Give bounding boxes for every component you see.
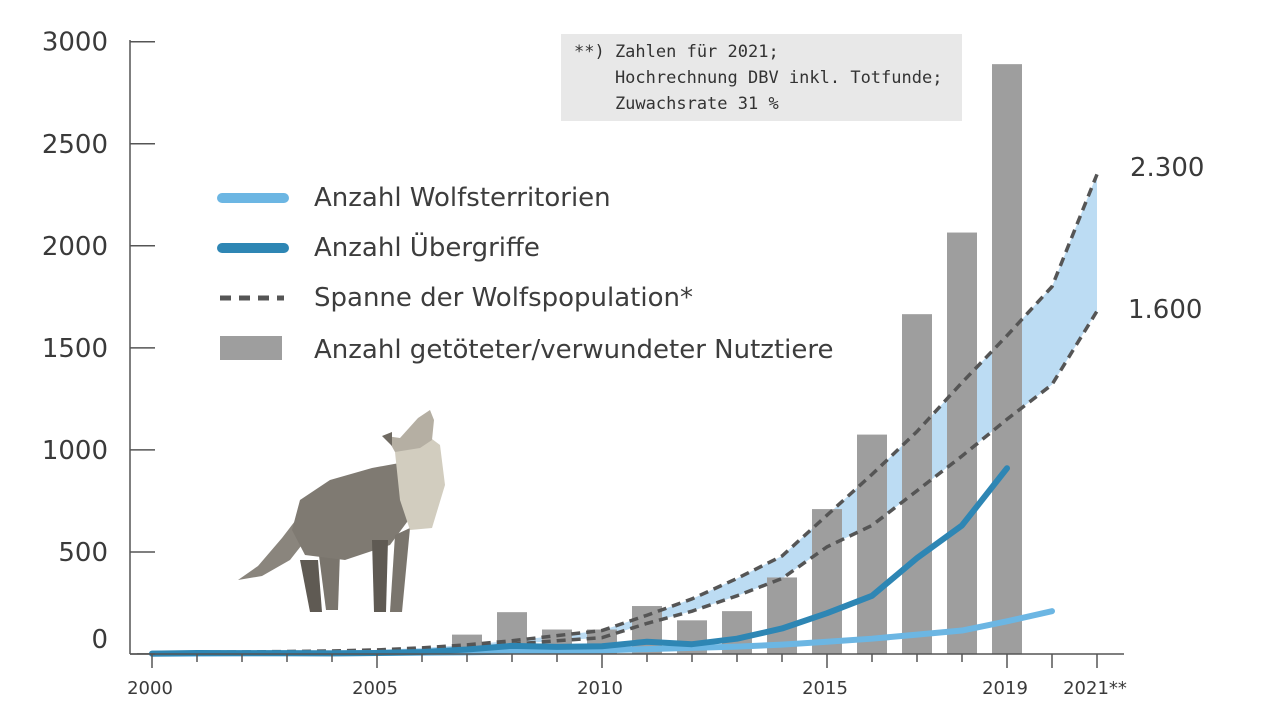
legend-swatch-livestock [220, 336, 282, 360]
wolf-front-leg-back [372, 540, 388, 612]
legend: Anzahl Wolfsterritorien Anzahl Übergriff… [217, 183, 833, 365]
x-ticks: 2000 2005 2010 2015 2019 2021** [127, 654, 1127, 699]
y-tick-label-1500: 1500 [42, 334, 108, 364]
wolf-body [292, 462, 410, 560]
note-line-3: Zuwachsrate 31 % [574, 94, 779, 114]
legend-label-population: Spanne der Wolfspopulation* [314, 283, 693, 313]
note-background [561, 34, 962, 121]
x-tick-label-2005: 2005 [352, 678, 398, 699]
y-tick-label-1000: 1000 [42, 436, 108, 466]
wolf-front-leg [390, 528, 410, 612]
end-label-upper: 2.300 [1130, 153, 1204, 183]
x-tick-label-2000: 2000 [127, 678, 173, 699]
bar-2015 [812, 509, 842, 654]
x-tick-label-2019: 2019 [982, 678, 1028, 699]
bar-2016 [857, 434, 887, 654]
y-ticks: 0 500 1000 1500 2000 2500 3000 [42, 28, 155, 655]
y-tick-label-2500: 2500 [42, 130, 108, 160]
legend-label-attacks: Anzahl Übergriffe [314, 231, 540, 263]
legend-label-livestock: Anzahl getöteter/verwundeter Nutztiere [314, 335, 833, 365]
wolf-ear [382, 432, 392, 446]
note-line-2: Hochrechnung DBV inkl. Totfunde; [574, 68, 942, 88]
wolf-back-leg-front [318, 548, 340, 610]
note-box: **) Zahlen für 2021; Hochrechnung DBV in… [561, 34, 962, 121]
line-attacks [149, 465, 1010, 657]
y-tick-label-0: 0 [91, 625, 108, 655]
wolf-head [386, 410, 434, 452]
x-tick-label-2010: 2010 [577, 678, 623, 699]
wolf-back-leg [300, 560, 322, 612]
end-label-lower: 1.600 [1128, 295, 1202, 325]
howling-wolf-illustration [238, 410, 445, 612]
y-tick-label-500: 500 [58, 538, 108, 568]
note-line-1: **) Zahlen für 2021; [574, 42, 779, 62]
wolf-chest [395, 430, 445, 530]
bars-livestock [137, 64, 1022, 654]
y-tick-label-3000: 3000 [42, 28, 108, 58]
bar-2018 [947, 232, 977, 654]
bar-2019 [992, 64, 1022, 654]
x-tick-label-2015: 2015 [802, 678, 848, 699]
x-tick-label-2021: 2021** [1063, 678, 1127, 699]
y-tick-label-2000: 2000 [42, 232, 108, 262]
legend-label-territories: Anzahl Wolfsterritorien [314, 183, 611, 213]
